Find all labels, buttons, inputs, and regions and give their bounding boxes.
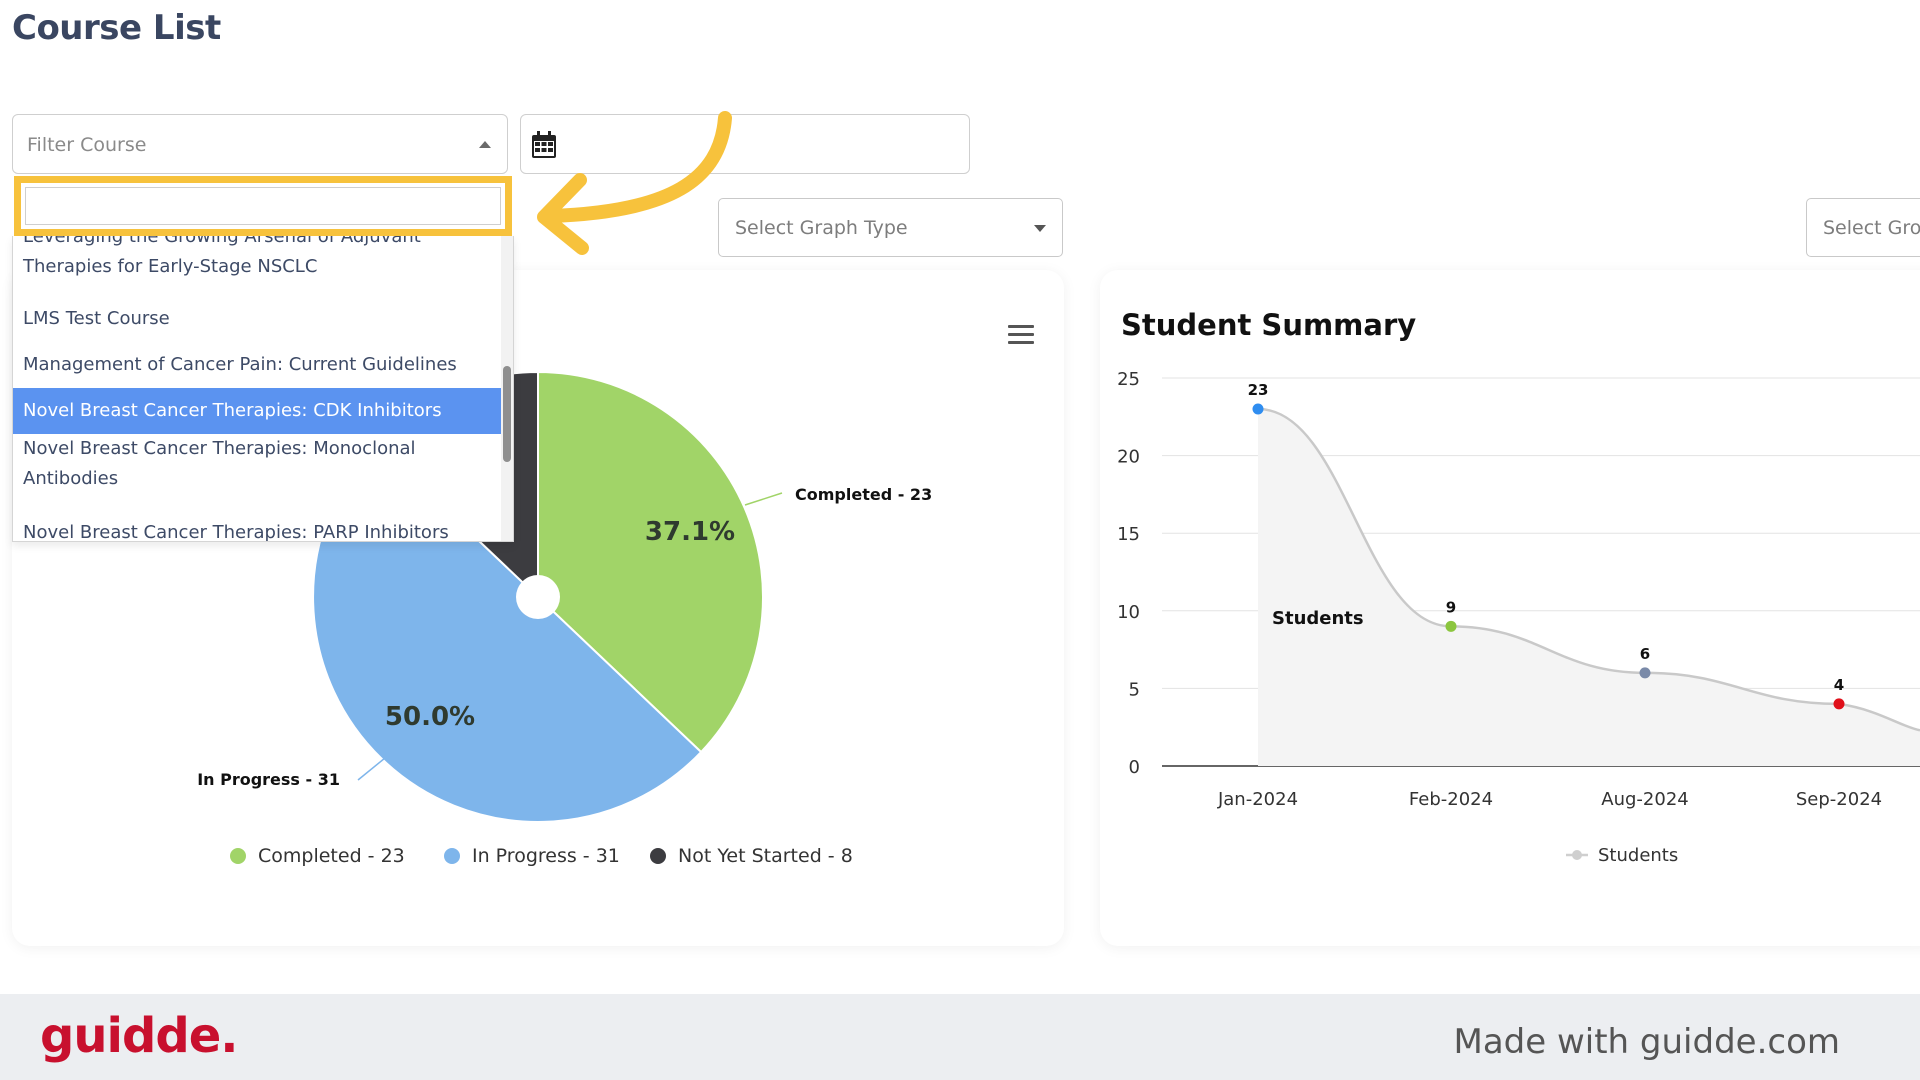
pie-slice[interactable] bbox=[537, 370, 764, 754]
chevron-down-icon bbox=[1034, 225, 1046, 232]
dropdown-option-label: Novel Breast Cancer Therapies: Monoclona… bbox=[23, 438, 416, 459]
data-label: 23 bbox=[1248, 381, 1269, 399]
legend-marker[interactable] bbox=[650, 848, 666, 864]
dropdown-option-label: LMS Test Course bbox=[23, 308, 170, 329]
date-range-field[interactable] bbox=[520, 114, 970, 174]
student-summary-line-chart: 0 5 10 15 20 25 23 Jan-2024 9 Feb-2024 6 Aug-2024 4 S… bbox=[1117, 369, 1920, 866]
legend-item[interactable]: Not Yet Started - 8 bbox=[678, 845, 853, 867]
calendar-icon bbox=[532, 131, 556, 158]
pie-connector bbox=[744, 492, 783, 506]
dropdown-option[interactable]: Management of Cancer Pain: Current Guide… bbox=[13, 342, 503, 388]
pie-center bbox=[516, 575, 560, 619]
dropdown-option-label: Novel Breast Cancer Therapies: CDK Inhib… bbox=[23, 400, 442, 421]
made-with-text: Made with guidde.com bbox=[1453, 1022, 1840, 1062]
series-inline-label: Students bbox=[1272, 608, 1364, 629]
filter-course-placeholder: Filter Course bbox=[27, 134, 147, 156]
dropdown-option-label: Novel Breast Cancer Therapies: PARP Inhi… bbox=[23, 522, 449, 542]
dropdown-option-label: Management of Cancer Pain: Current Guide… bbox=[23, 354, 457, 375]
course-dropdown-list[interactable]: Novel Breast Cancer Therapies: PARP Inhi… bbox=[12, 236, 514, 542]
data-label: 4 bbox=[1834, 676, 1844, 694]
graph-type-placeholder: Select Graph Type bbox=[735, 217, 908, 239]
course-search-input[interactable] bbox=[25, 187, 501, 225]
pie-percent-label: 37.1% bbox=[645, 517, 735, 547]
y-tick-label: 15 bbox=[1117, 524, 1140, 545]
y-tick-label: 10 bbox=[1117, 602, 1140, 623]
y-tick-label: 25 bbox=[1117, 369, 1140, 390]
brand-logo: guidde. bbox=[40, 1008, 238, 1064]
graph-type-select[interactable]: Select Graph Type bbox=[718, 198, 1063, 257]
legend-item[interactable]: In Progress - 31 bbox=[472, 845, 620, 867]
dropdown-option[interactable]: Novel Breast Cancer Therapies: PARP Inhi… bbox=[13, 510, 503, 542]
x-tick-label: Feb-2024 bbox=[1409, 789, 1493, 810]
course-search-highlight bbox=[14, 176, 512, 236]
dropdown-option[interactable]: Novel Breast Cancer Therapies: Monoclona… bbox=[13, 434, 503, 510]
select-group-select[interactable]: Select Gro bbox=[1806, 198, 1920, 257]
footer: guidde. Made with guidde.com bbox=[0, 994, 1920, 1080]
chevron-up-icon bbox=[479, 141, 491, 148]
dropdown-option-label: Antibodies bbox=[23, 468, 119, 489]
data-label: 9 bbox=[1446, 598, 1456, 616]
pie-data-label: Completed - 23 bbox=[795, 485, 932, 504]
data-point[interactable] bbox=[1833, 698, 1845, 710]
dropdown-scroll-thumb[interactable] bbox=[503, 366, 511, 462]
line-chart-title: Student Summary bbox=[1121, 308, 1417, 342]
legend-marker[interactable] bbox=[230, 848, 246, 864]
x-tick-label: Sep-2024 bbox=[1796, 789, 1882, 810]
dropdown-option-label: Leveraging the Growing Arsenal of Adjuva… bbox=[23, 236, 421, 247]
dropdown-option[interactable]: Novel Breast Cancer Therapies: CDK Inhib… bbox=[13, 388, 503, 434]
legend-item[interactable]: Completed - 23 bbox=[258, 845, 405, 867]
dropdown-option-label: Therapies for Early-Stage NSCLC bbox=[23, 256, 318, 277]
data-point[interactable] bbox=[1252, 403, 1264, 415]
select-group-placeholder: Select Gro bbox=[1823, 217, 1920, 239]
pie-connector bbox=[357, 757, 386, 781]
page-title: Course List bbox=[12, 8, 221, 48]
legend-item[interactable]: Students bbox=[1598, 845, 1678, 866]
legend-marker[interactable] bbox=[444, 848, 460, 864]
pie-data-label: In Progress - 31 bbox=[197, 770, 340, 789]
dropdown-option[interactable]: LMS Test Course bbox=[13, 296, 503, 342]
dropdown-option[interactable]: Leveraging the Growing Arsenal of Adjuva… bbox=[13, 236, 503, 282]
x-tick-label: Aug-2024 bbox=[1601, 789, 1688, 810]
y-tick-label: 5 bbox=[1129, 679, 1140, 700]
x-tick-label: Jan-2024 bbox=[1217, 789, 1298, 810]
data-label: 6 bbox=[1640, 645, 1650, 663]
y-tick-label: 20 bbox=[1117, 447, 1140, 468]
pointer-arrow-icon bbox=[537, 111, 732, 255]
data-point[interactable] bbox=[1445, 620, 1457, 632]
series-area bbox=[1258, 409, 1920, 766]
dropdown-scrollbar[interactable] bbox=[501, 236, 513, 541]
filter-course-select[interactable]: Filter Course bbox=[12, 114, 508, 174]
chart-menu-icon[interactable] bbox=[1008, 325, 1034, 345]
legend-marker-dot bbox=[1572, 850, 1582, 860]
student-summary-card bbox=[1100, 270, 1920, 946]
pie-percent-label: 50.0% bbox=[385, 702, 475, 732]
y-tick-label: 0 bbox=[1129, 757, 1140, 778]
data-point[interactable] bbox=[1639, 667, 1651, 679]
